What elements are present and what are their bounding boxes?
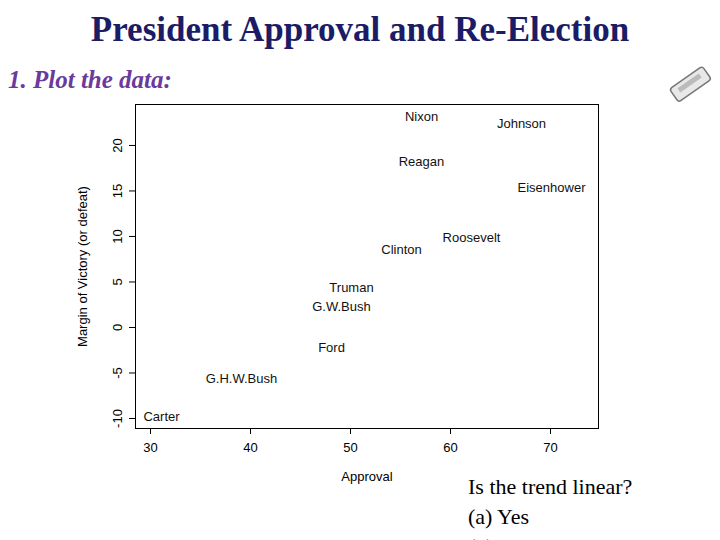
svg-text:-10: -10 [110, 409, 125, 428]
svg-text:Truman: Truman [329, 280, 373, 295]
svg-text:G.H.W.Bush: G.H.W.Bush [206, 371, 278, 386]
svg-text:0: 0 [110, 324, 125, 331]
svg-text:Approval: Approval [341, 469, 392, 484]
svg-text:70: 70 [543, 440, 557, 455]
svg-text:50: 50 [343, 440, 357, 455]
svg-text:Clinton: Clinton [381, 242, 421, 257]
svg-text:5: 5 [110, 278, 125, 285]
svg-text:60: 60 [443, 440, 457, 455]
html-text:(a) Yes: (a) Yes [468, 504, 530, 529]
svg-text:Eisenhower: Eisenhower [518, 180, 587, 195]
svg-text:Ford: Ford [318, 340, 345, 355]
svg-text:Johnson: Johnson [497, 116, 546, 131]
svg-text:40: 40 [243, 440, 257, 455]
svg-text:30: 30 [143, 440, 157, 455]
svg-text:Carter: Carter [143, 409, 180, 424]
svg-text:G.W.Bush: G.W.Bush [312, 299, 371, 314]
svg-text:10: 10 [110, 229, 125, 243]
svg-text:Nixon: Nixon [405, 109, 438, 124]
svg-text:Margin of Victory (or defeat): Margin of Victory (or defeat) [75, 186, 90, 347]
html-text:President Approval and Re-Elec: President Approval and Re-Election [90, 10, 630, 49]
svg-text:20: 20 [110, 138, 125, 152]
svg-text:Reagan: Reagan [399, 154, 445, 169]
svg-text:-5: -5 [110, 367, 125, 379]
svg-text:15: 15 [110, 184, 125, 198]
html-text:Is the trend linear?: Is the trend linear? [468, 474, 633, 499]
html-text:1. Plot the data:: 1. Plot the data: [8, 66, 172, 93]
svg-text:Roosevelt: Roosevelt [443, 230, 501, 245]
